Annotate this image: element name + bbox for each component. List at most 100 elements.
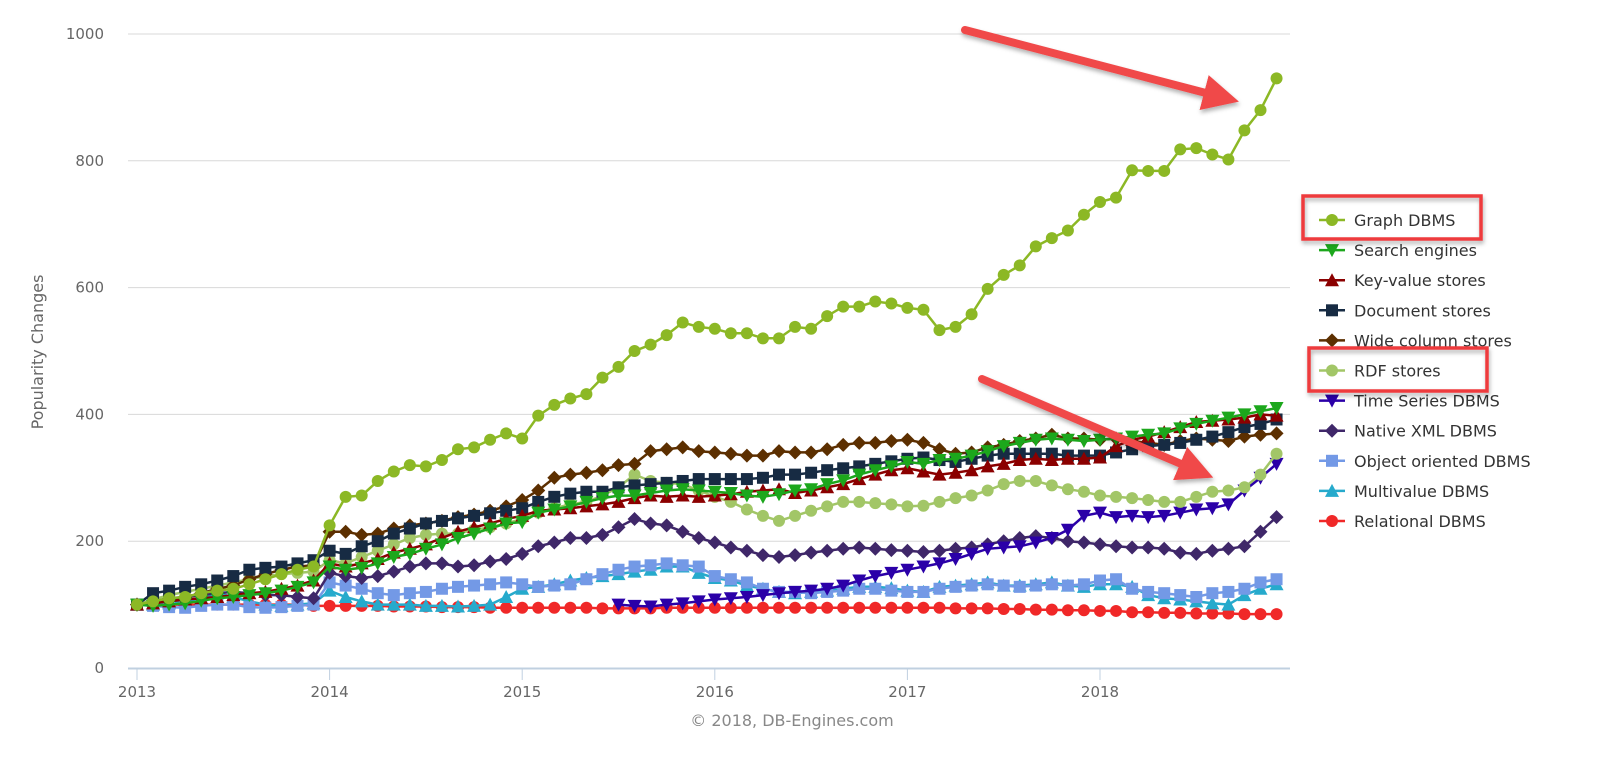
data-point[interactable]: [772, 444, 786, 459]
data-point[interactable]: [1158, 495, 1171, 508]
data-point[interactable]: [211, 584, 224, 597]
data-point[interactable]: [402, 547, 417, 561]
data-point[interactable]: [1222, 426, 1235, 439]
data-point[interactable]: [853, 495, 866, 508]
data-point[interactable]: [1269, 426, 1284, 441]
data-point[interactable]: [1076, 435, 1091, 449]
legend-item-time-series-dbms[interactable]: Time Series DBMS: [1319, 392, 1500, 411]
data-point[interactable]: [916, 464, 931, 478]
data-point[interactable]: [403, 587, 416, 600]
data-point[interactable]: [484, 578, 497, 591]
data-point[interactable]: [755, 548, 770, 563]
data-point[interactable]: [1110, 604, 1123, 617]
data-point[interactable]: [805, 466, 818, 479]
data-point[interactable]: [371, 535, 384, 548]
data-point[interactable]: [275, 601, 288, 614]
data-point[interactable]: [402, 559, 417, 574]
data-point[interactable]: [243, 601, 256, 614]
data-point[interactable]: [948, 552, 963, 566]
data-point[interactable]: [612, 563, 625, 576]
data-point[interactable]: [354, 527, 369, 542]
data-point[interactable]: [339, 490, 352, 503]
data-point[interactable]: [1076, 535, 1091, 550]
data-point[interactable]: [981, 484, 994, 497]
data-point[interactable]: [676, 559, 689, 572]
data-point[interactable]: [1253, 427, 1268, 442]
data-point[interactable]: [1221, 541, 1236, 556]
data-point[interactable]: [516, 601, 529, 614]
legend-symbol-icon[interactable]: [1326, 454, 1338, 467]
data-point[interactable]: [1222, 585, 1235, 598]
data-point[interactable]: [163, 592, 176, 605]
data-point[interactable]: [708, 570, 721, 583]
data-point[interactable]: [644, 338, 657, 351]
data-point[interactable]: [468, 579, 481, 592]
data-point[interactable]: [627, 456, 642, 471]
data-point[interactable]: [852, 468, 867, 482]
data-point[interactable]: [788, 548, 803, 563]
data-point[interactable]: [484, 507, 497, 520]
data-point[interactable]: [659, 442, 674, 457]
legend-item-key-value-stores[interactable]: Key-value stores: [1319, 271, 1486, 290]
data-point[interactable]: [853, 582, 866, 595]
data-point[interactable]: [1157, 541, 1172, 556]
data-point[interactable]: [1238, 608, 1251, 621]
data-point[interactable]: [1126, 164, 1139, 177]
data-point[interactable]: [740, 473, 753, 486]
data-point[interactable]: [885, 297, 898, 310]
data-point[interactable]: [708, 601, 721, 614]
data-point[interactable]: [675, 440, 690, 455]
data-point[interactable]: [1158, 587, 1171, 600]
legend[interactable]: Graph DBMS Search engines Key-value stores…: [1319, 211, 1531, 531]
data-point[interactable]: [644, 559, 657, 572]
data-point[interactable]: [996, 456, 1011, 470]
data-point[interactable]: [1205, 543, 1220, 558]
data-point[interactable]: [242, 589, 257, 603]
data-point[interactable]: [916, 435, 931, 450]
legend-symbol-icon[interactable]: [1325, 483, 1339, 497]
data-point[interactable]: [773, 332, 785, 345]
data-point[interactable]: [821, 464, 834, 477]
data-point[interactable]: [932, 467, 947, 481]
data-point[interactable]: [1158, 606, 1171, 619]
data-point[interactable]: [756, 601, 769, 614]
data-point[interactable]: [964, 449, 979, 463]
data-point[interactable]: [483, 597, 498, 611]
data-point[interactable]: [515, 516, 530, 530]
data-point[interactable]: [195, 578, 208, 591]
data-point[interactable]: [1238, 481, 1251, 494]
data-point[interactable]: [900, 543, 915, 558]
data-point[interactable]: [773, 601, 785, 614]
data-point[interactable]: [1206, 587, 1219, 600]
data-point[interactable]: [1044, 432, 1059, 446]
data-point[interactable]: [804, 445, 819, 460]
data-point[interactable]: [306, 591, 321, 606]
legend-symbol-icon[interactable]: [1326, 364, 1338, 377]
data-point[interactable]: [1221, 498, 1236, 512]
data-point[interactable]: [885, 601, 898, 614]
data-point[interactable]: [370, 557, 385, 571]
data-point[interactable]: [596, 371, 609, 384]
data-point[interactable]: [516, 432, 529, 445]
data-point[interactable]: [547, 503, 562, 517]
data-point[interactable]: [1254, 576, 1267, 589]
data-point[interactable]: [548, 601, 561, 614]
data-point[interactable]: [1061, 579, 1074, 592]
data-point[interactable]: [548, 398, 561, 411]
data-point[interactable]: [917, 585, 930, 598]
data-point[interactable]: [1109, 511, 1124, 525]
data-point[interactable]: [418, 556, 433, 571]
data-point[interactable]: [836, 474, 851, 488]
data-point[interactable]: [1094, 574, 1106, 587]
data-point[interactable]: [627, 489, 642, 503]
data-point[interactable]: [418, 598, 433, 612]
data-point[interactable]: [884, 543, 899, 558]
data-point[interactable]: [965, 602, 978, 615]
legend-symbol-icon[interactable]: [1326, 214, 1338, 226]
data-point[interactable]: [997, 478, 1010, 491]
legend-symbol-icon[interactable]: [1325, 244, 1339, 258]
data-point[interactable]: [1028, 433, 1043, 447]
data-point[interactable]: [1238, 124, 1251, 137]
data-point[interactable]: [227, 598, 240, 611]
data-point[interactable]: [548, 490, 561, 503]
